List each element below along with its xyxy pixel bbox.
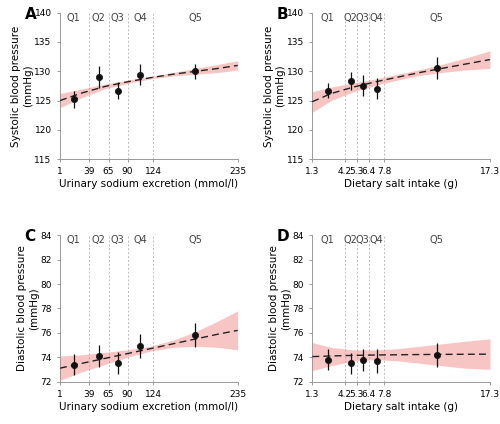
- Text: Q5: Q5: [430, 235, 444, 245]
- Y-axis label: Diastolic blood pressure
(mmHg): Diastolic blood pressure (mmHg): [270, 245, 291, 371]
- Text: Q4: Q4: [370, 13, 384, 23]
- X-axis label: Dietary salt intake (g): Dietary salt intake (g): [344, 179, 458, 189]
- Text: Q4: Q4: [134, 13, 147, 23]
- Text: Q4: Q4: [134, 235, 147, 245]
- Text: Q5: Q5: [188, 235, 202, 245]
- Text: Q5: Q5: [188, 13, 202, 23]
- Text: Q3: Q3: [111, 13, 124, 23]
- Text: Q1: Q1: [321, 235, 334, 245]
- X-axis label: Dietary salt intake (g): Dietary salt intake (g): [344, 402, 458, 412]
- Text: Q1: Q1: [66, 13, 80, 23]
- Text: Q3: Q3: [111, 235, 124, 245]
- Text: Q3: Q3: [356, 13, 370, 23]
- Text: Q2: Q2: [344, 235, 357, 245]
- Text: Q1: Q1: [66, 235, 80, 245]
- Text: Q3: Q3: [356, 235, 370, 245]
- Text: Q2: Q2: [92, 235, 106, 245]
- Text: Q4: Q4: [370, 235, 384, 245]
- Text: C: C: [24, 229, 36, 244]
- Y-axis label: Systolic blood pressure
(mmHg): Systolic blood pressure (mmHg): [264, 25, 285, 147]
- Text: D: D: [277, 229, 289, 244]
- Text: A: A: [24, 7, 36, 22]
- Text: Q5: Q5: [430, 13, 444, 23]
- Y-axis label: Systolic blood pressure
(mmHg): Systolic blood pressure (mmHg): [12, 25, 33, 147]
- Text: Q2: Q2: [344, 13, 357, 23]
- Text: Q1: Q1: [321, 13, 334, 23]
- X-axis label: Urinary sodium excretion (mmol/l): Urinary sodium excretion (mmol/l): [60, 402, 238, 412]
- Text: B: B: [277, 7, 288, 22]
- X-axis label: Urinary sodium excretion (mmol/l): Urinary sodium excretion (mmol/l): [60, 179, 238, 189]
- Text: Q2: Q2: [92, 13, 106, 23]
- Y-axis label: Diastolic blood pressure
(mmHg): Diastolic blood pressure (mmHg): [17, 245, 39, 371]
